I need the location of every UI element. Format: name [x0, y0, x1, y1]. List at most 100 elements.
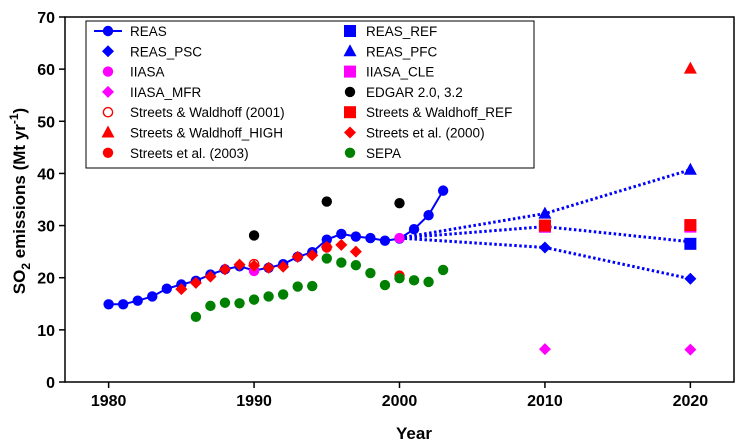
data-point: [248, 294, 260, 305]
data-point: [132, 295, 143, 306]
data-point: [684, 219, 697, 232]
legend-marker: [102, 147, 114, 158]
data-point: [117, 299, 129, 310]
series: [683, 61, 697, 74]
data-point: [684, 272, 697, 285]
data-point: [306, 249, 319, 262]
series: [190, 253, 449, 323]
series: [538, 343, 697, 356]
x-tick-label: 2020: [673, 393, 709, 410]
data-point: [538, 219, 551, 232]
data-point: [683, 61, 697, 74]
data-point: [365, 232, 376, 244]
data-point: [233, 258, 246, 271]
x-tick-label: 1990: [236, 393, 272, 410]
legend-marker: [344, 65, 356, 78]
data-point: [335, 238, 348, 251]
data-point: [321, 253, 332, 264]
y-tick-label: 10: [37, 323, 55, 340]
data-point: [204, 270, 217, 283]
data-point: [262, 261, 275, 274]
data-point: [248, 259, 261, 272]
legend-label: Streets & Waldhoff (2001): [130, 105, 285, 120]
data-point: [321, 242, 332, 253]
legend-marker: [102, 45, 114, 58]
data-point: [292, 281, 303, 292]
legend-marker: [344, 126, 356, 139]
data-point: [218, 263, 231, 276]
data-point: [394, 197, 405, 209]
data-point: [103, 299, 114, 310]
series: [538, 220, 697, 233]
legend-label: IIASA_MFR: [130, 85, 202, 100]
y-tick-label: 30: [37, 219, 55, 236]
data-point: [321, 234, 332, 245]
data-point: [263, 291, 274, 302]
data-point: [365, 267, 376, 279]
data-point: [277, 289, 289, 300]
legend-label: EDGAR 2.0, 3.2: [366, 85, 463, 100]
axes: 1980 1990 2000 2010 2020 0 10 20 30 40 50 60 70: [37, 10, 708, 410]
data-point: [190, 311, 202, 323]
data-point: [684, 343, 697, 356]
series: [538, 241, 697, 285]
legend-label: Streets & Waldhoff_REF: [366, 105, 512, 120]
y-axis-title: SO2 emissions (Mt yr-1): [7, 108, 33, 294]
data-point: [219, 297, 231, 308]
data-point: [684, 237, 697, 250]
legend-label: Streets & Waldhoff_HIGH: [130, 126, 283, 141]
series: [248, 196, 405, 241]
legend-marker: [343, 44, 357, 57]
data-series: [103, 61, 697, 356]
legend-marker: [344, 147, 356, 158]
legend-label: REAS_PFC: [366, 44, 438, 59]
data-point: [175, 283, 188, 296]
legend-marker: [344, 106, 356, 119]
data-point: [437, 264, 449, 276]
legend-label: REAS: [130, 24, 167, 39]
data-point: [394, 232, 405, 244]
legend-label: REAS_PSC: [130, 44, 202, 59]
data-point: [394, 273, 405, 284]
legend: REAS REAS_PSC IIASA IIASA_MFR Streets & Wald…: [85, 20, 535, 169]
y-tick-label: 20: [37, 271, 55, 288]
legend-label: REAS_REF: [366, 24, 437, 39]
data-point: [277, 260, 290, 273]
data-point: [336, 228, 347, 240]
data-point: [234, 298, 245, 309]
legend-marker: [102, 66, 114, 77]
data-point: [291, 250, 304, 263]
data-point: [408, 275, 420, 286]
data-point: [423, 209, 434, 221]
legend-marker: [101, 125, 115, 138]
data-point: [538, 241, 551, 254]
data-point: [349, 245, 362, 258]
series: [538, 162, 697, 219]
data-point: [205, 300, 216, 312]
data-point: [423, 276, 434, 288]
x-tick-label: 2010: [527, 393, 563, 410]
x-tick-label: 2000: [382, 393, 418, 410]
data-point: [350, 260, 362, 271]
data-point: [248, 230, 260, 241]
legend-label: Streets et al. (2003): [130, 146, 249, 161]
data-point: [350, 231, 362, 242]
y-tick-label: 60: [37, 62, 55, 79]
data-point: [538, 206, 552, 219]
series: [538, 219, 697, 232]
legend-marker: [102, 106, 114, 118]
legend-box: [85, 20, 535, 169]
data-point: [147, 291, 158, 302]
y-tick-label: 40: [37, 166, 55, 183]
series: [175, 238, 362, 296]
legend-label: Streets et al. (2000): [366, 126, 485, 141]
legend-label: IIASA_CLE: [366, 65, 434, 80]
series: [321, 242, 405, 281]
data-point: [683, 162, 697, 175]
series-line: [108, 190, 444, 306]
data-point: [379, 279, 391, 291]
legend-label: IIASA: [130, 65, 165, 80]
data-point: [321, 196, 332, 207]
y-tick-label: 0: [46, 375, 55, 392]
